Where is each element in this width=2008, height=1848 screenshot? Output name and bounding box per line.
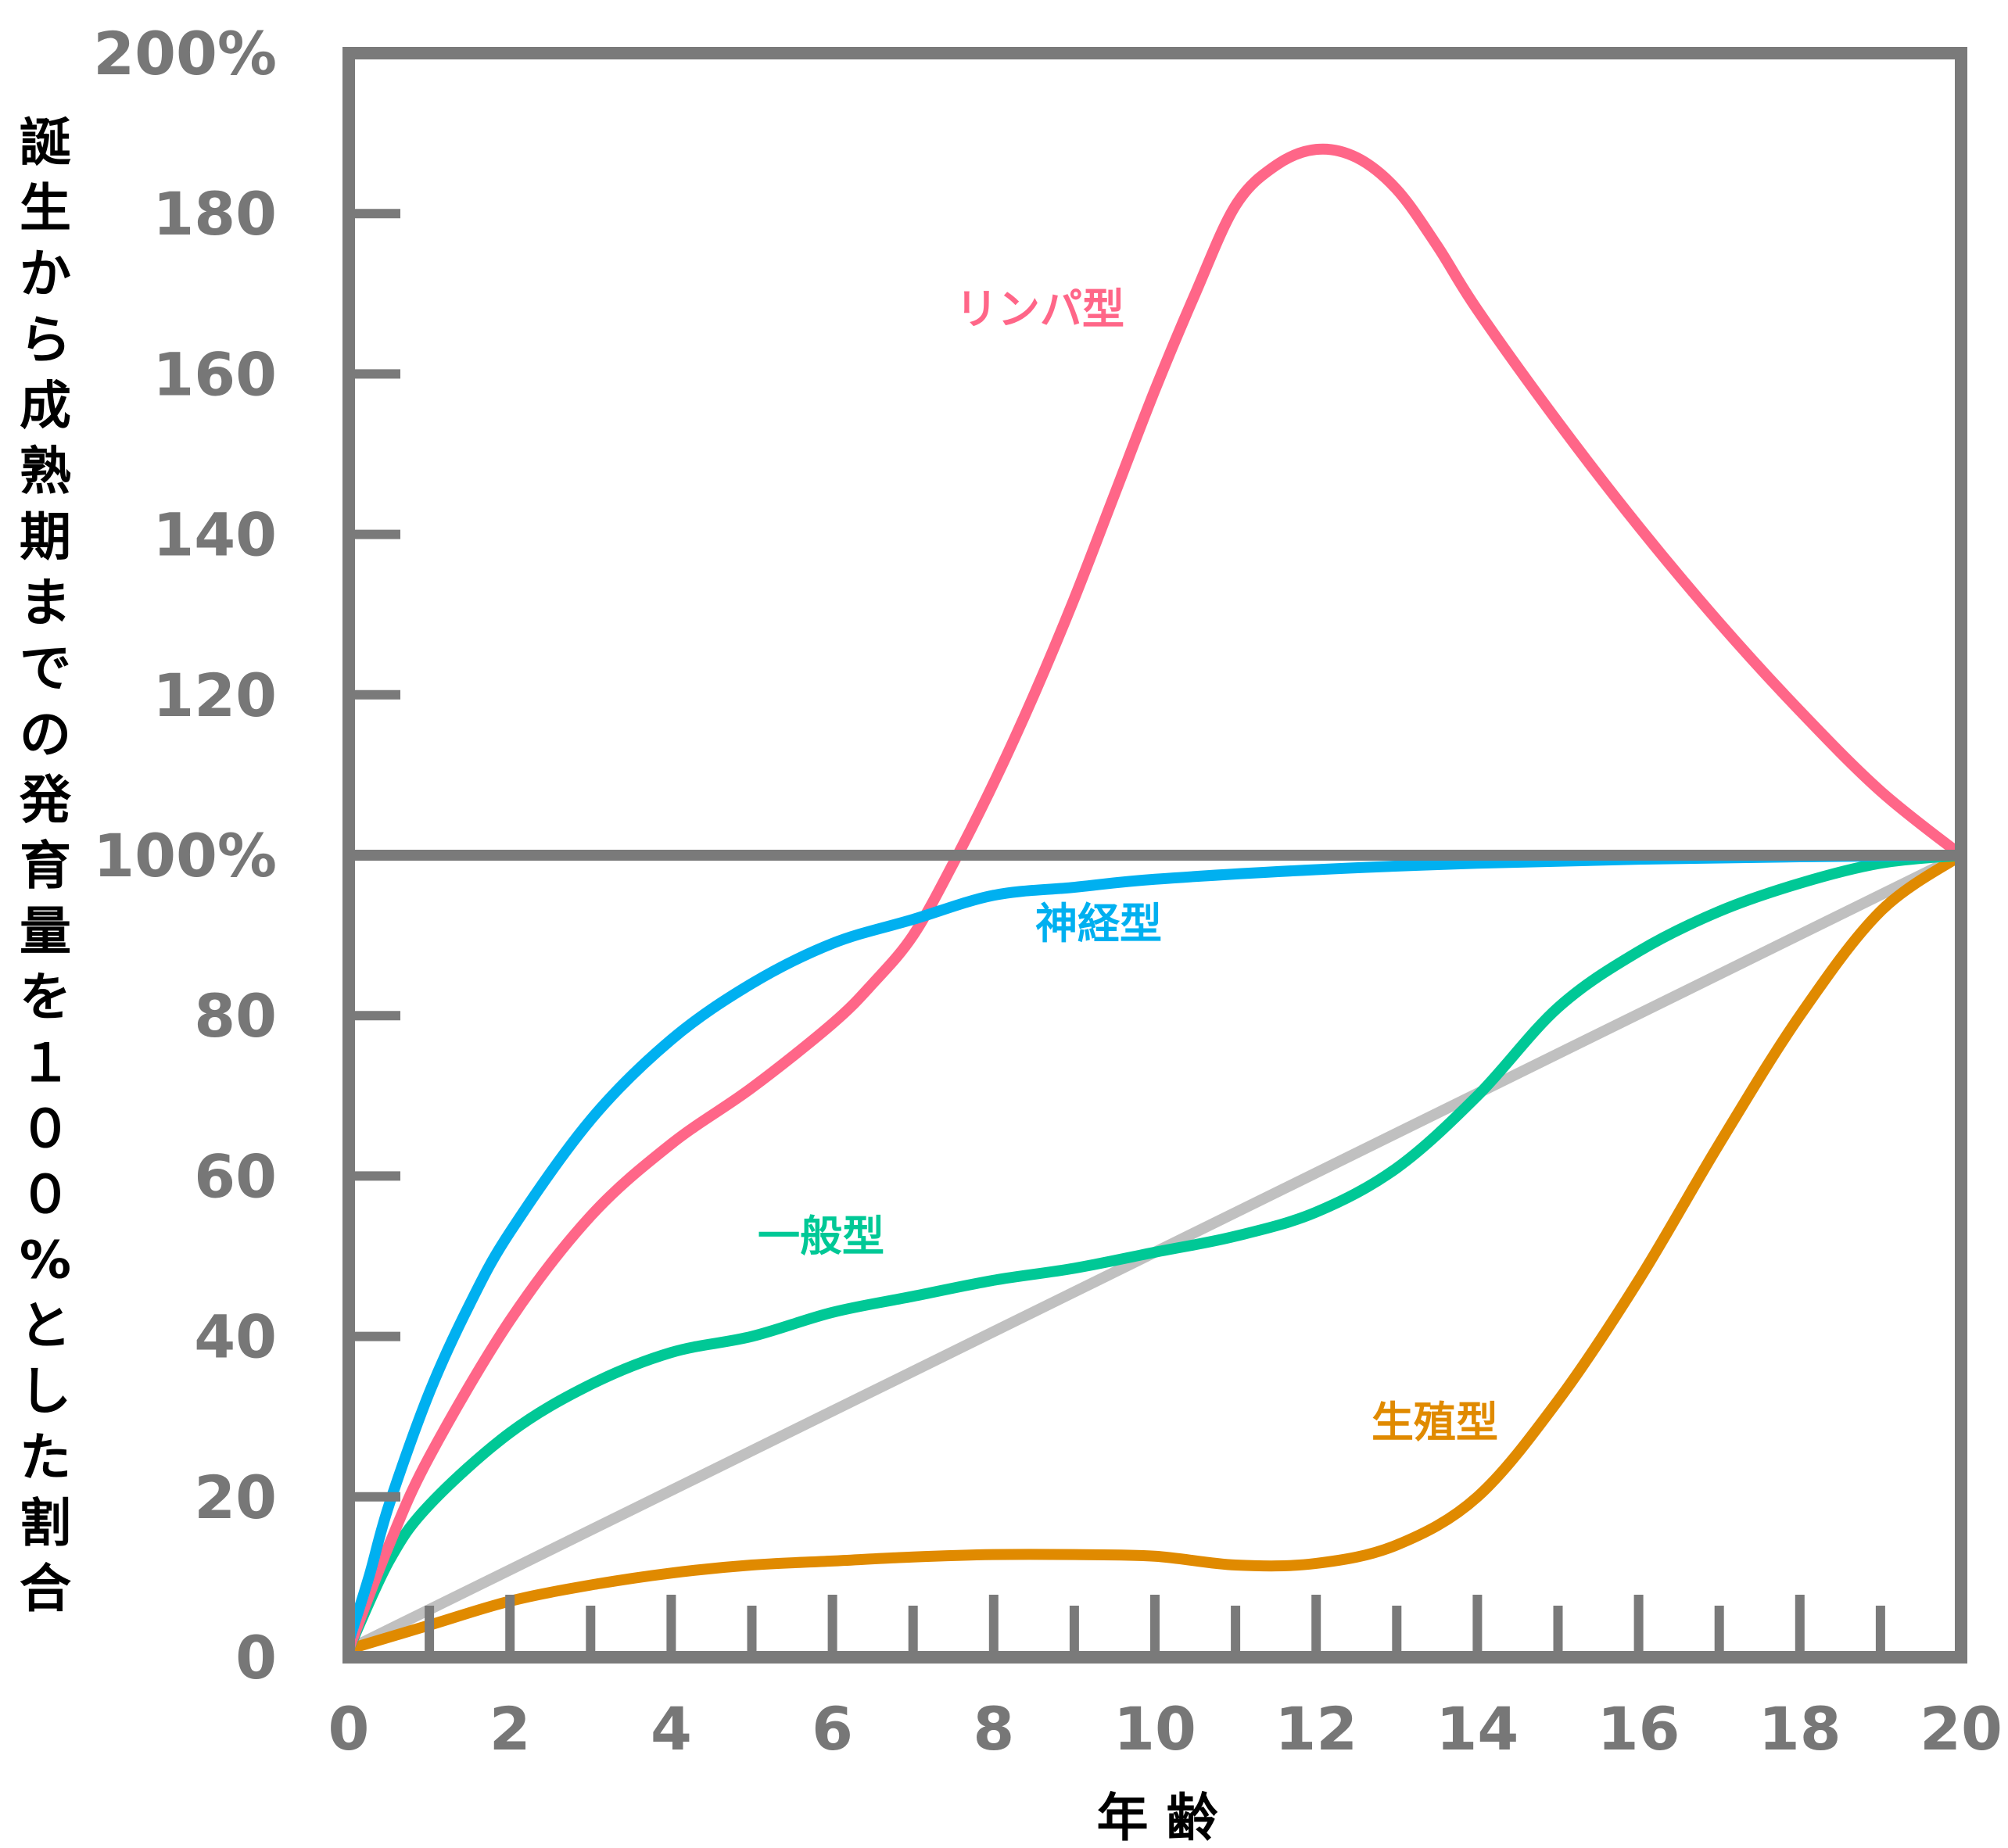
x-axis-title: 年 齢: [1097, 1788, 1218, 1848]
y-tick-label: 0: [235, 1623, 277, 1692]
x-tick-label: 14: [1436, 1694, 1519, 1764]
x-tick-label: 4: [651, 1694, 692, 1764]
x-tick-label: 10: [1113, 1694, 1196, 1764]
y-tick-label: 200%: [93, 19, 277, 88]
y-tick-label: 120: [152, 661, 277, 730]
x-tick-label: 8: [973, 1694, 1014, 1764]
plot-frame: [342, 47, 1967, 1664]
series-line-reproductive: [343, 850, 1967, 1655]
y-tick-label: 180: [152, 179, 277, 249]
series-line-neural: [343, 850, 1967, 1647]
y-tick-label: 160: [152, 339, 277, 409]
y-tick-label: 140: [152, 500, 277, 570]
x-tick-label: 12: [1275, 1694, 1357, 1764]
x-tick-label: 20: [1920, 1694, 2003, 1764]
series-line-lymph: [343, 143, 1967, 1655]
x-tick-label: 6: [812, 1694, 853, 1764]
series-label-lymph: リンパ型: [956, 285, 1124, 334]
y-tick-label: 80: [194, 981, 277, 1051]
y-tick-label: 40: [194, 1302, 277, 1372]
x-tick-label: 18: [1759, 1694, 1841, 1764]
y-tick-label: 20: [194, 1463, 277, 1532]
y-axis-title: 誕生から成熟期までの発育量を１００%とした割合: [20, 113, 72, 1619]
series-layer: [343, 143, 1967, 1655]
axis-ticks: [349, 209, 1885, 1657]
x-tick-label: 0: [328, 1694, 370, 1764]
series-label-neural: 神経型: [1035, 899, 1162, 948]
y-tick-label: 100%: [93, 821, 277, 890]
x-tick-label: 2: [489, 1694, 531, 1764]
series-line-general: [343, 850, 1967, 1655]
y-tick-label: 60: [194, 1141, 277, 1211]
series-label-reproductive: 生殖型: [1372, 1398, 1498, 1447]
x-tick-label: 16: [1597, 1694, 1680, 1764]
series-label-general: 一般型: [758, 1212, 884, 1261]
tick-labels: 0 20 40 60 80 100% 120 140 160 180 200% 0 2 4 6 8 10 12 14…: [93, 19, 2003, 1764]
